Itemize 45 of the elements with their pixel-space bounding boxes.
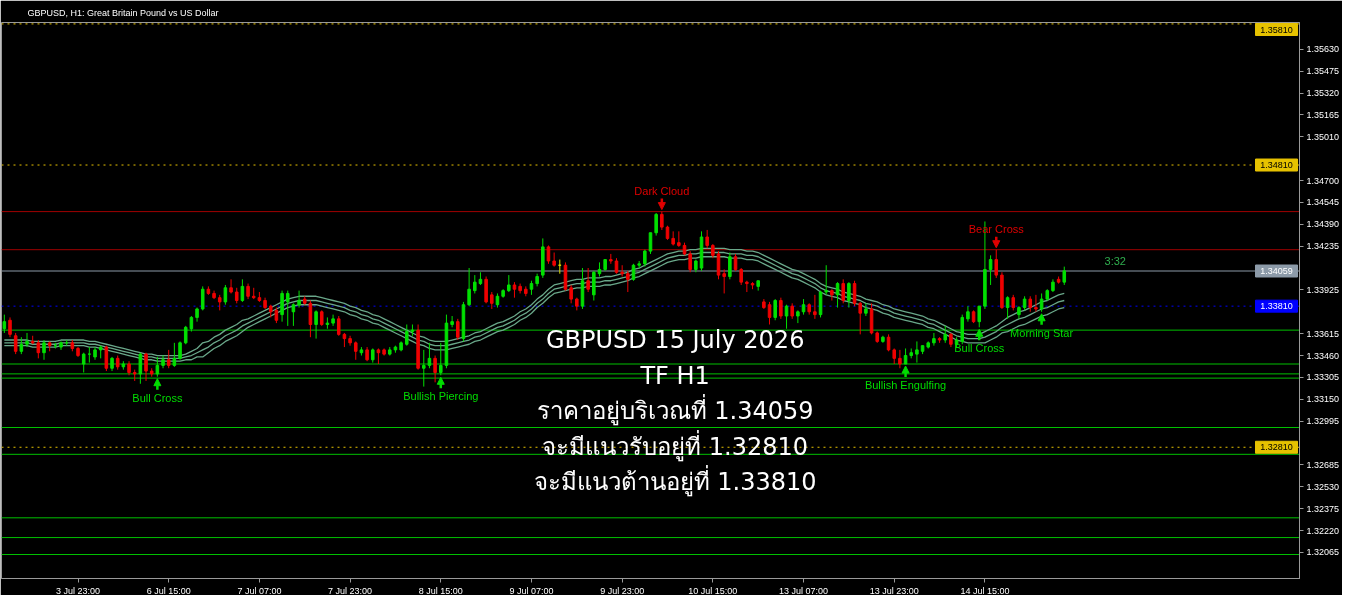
y-tick-label: 1.32065 bbox=[1306, 547, 1340, 558]
y-tick-label: 1.33615 bbox=[1306, 328, 1340, 339]
y-tick-label: 1.35165 bbox=[1306, 109, 1340, 120]
y-tick-label: 1.32530 bbox=[1306, 481, 1340, 492]
y-tick-label: 1.32685 bbox=[1306, 459, 1340, 470]
annotation: Morning Star bbox=[1010, 326, 1074, 339]
x-tick-label: 6 Jul 15:00 bbox=[146, 585, 191, 595]
x-tick-label: 3 Jul 23:00 bbox=[56, 585, 101, 595]
x-tick-label: 8 Jul 15:00 bbox=[418, 585, 463, 595]
y-tick-label: 1.33460 bbox=[1306, 350, 1340, 361]
y-tick-label: 1.34700 bbox=[1306, 175, 1340, 186]
ref-line-label: 1.35810 bbox=[1260, 24, 1293, 35]
x-tick-label: 7 Jul 07:00 bbox=[237, 585, 282, 595]
annotation: Bull Cross bbox=[954, 342, 1005, 355]
y-tick-label: 1.35010 bbox=[1306, 131, 1340, 142]
y-tick-label: 1.32995 bbox=[1306, 416, 1340, 427]
y-tick-label: 1.32220 bbox=[1306, 525, 1340, 536]
y-tick-label: 1.35320 bbox=[1306, 88, 1340, 99]
ref-line-label: 1.34059 bbox=[1260, 266, 1293, 277]
x-tick-label: 9 Jul 23:00 bbox=[600, 585, 645, 595]
ref-line-label: 1.32810 bbox=[1260, 442, 1293, 453]
y-tick-label: 1.32375 bbox=[1306, 503, 1340, 514]
text: GBPUSD 15 July 2026 TF H1 ราคาอยู่บริเวณที่ 1.34059 จะมีแนวรับอยู่ที่ 1.32810 จะมีแนวต้านอยู่ที่ 1.33810 bbox=[533, 325, 817, 498]
y-tick-label: 1.35475 bbox=[1306, 66, 1340, 77]
ref-line-label: 1.34810 bbox=[1260, 160, 1293, 171]
y-tick-label: 1.35630 bbox=[1306, 44, 1340, 55]
y-tick-label: 1.34545 bbox=[1306, 197, 1340, 208]
chart-title: GBPUSD, H1: Great Britain Pound vs US Dollar bbox=[27, 7, 219, 18]
x-tick-label: 9 Jul 07:00 bbox=[509, 585, 554, 595]
x-tick-label: 13 Jul 23:00 bbox=[869, 585, 919, 595]
text: 3:32 bbox=[1104, 254, 1126, 267]
y-tick-label: 1.33925 bbox=[1306, 284, 1340, 295]
y-tick-label: 1.34235 bbox=[1306, 241, 1340, 252]
x-tick-label: 14 Jul 15:00 bbox=[960, 585, 1010, 595]
x-tick-label: 7 Jul 23:00 bbox=[328, 585, 373, 595]
annotation: Bullish Piercing bbox=[403, 390, 479, 403]
annotation: Dark Cloud bbox=[634, 184, 690, 197]
y-tick-label: 1.33150 bbox=[1306, 394, 1340, 405]
x-tick-label: 10 Jul 15:00 bbox=[688, 585, 738, 595]
y-tick-label: 1.33305 bbox=[1306, 372, 1340, 383]
x-tick-label: 13 Jul 07:00 bbox=[779, 585, 829, 595]
annotation: Bullish Engulfing bbox=[864, 379, 947, 391]
ref-line-label: 1.33810 bbox=[1260, 301, 1293, 312]
annotation: Bull Cross bbox=[132, 391, 183, 404]
y-tick-label: 1.34390 bbox=[1306, 219, 1340, 230]
